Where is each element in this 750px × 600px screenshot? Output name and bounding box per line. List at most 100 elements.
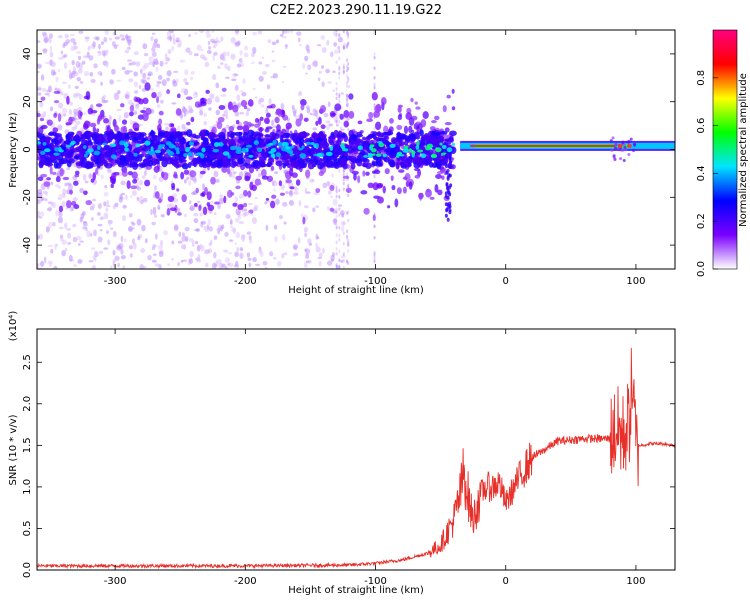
spectrogram-cell [171, 257, 174, 261]
spectrogram-cell [163, 230, 169, 236]
spectrogram-cell [293, 245, 298, 251]
spectrogram-cell [395, 162, 400, 170]
spectrogram-cell [347, 66, 350, 71]
spectrogram-cell [619, 157, 623, 161]
spectrogram-cell [73, 155, 78, 160]
spectrogram-cell [191, 176, 197, 182]
spectrogram-cell [136, 140, 145, 144]
spectrogram-cell [71, 147, 80, 153]
spectrogram-cell [48, 85, 53, 93]
spectrogram-cell [342, 45, 345, 50]
spectrogram-cell [162, 172, 169, 181]
spectrogram-cell [131, 190, 137, 196]
spectrogram-cell [338, 120, 341, 124]
spectrogram-cell [338, 49, 341, 54]
spectrogram-cell [194, 229, 200, 232]
spectrogram-cell [330, 131, 335, 138]
spectrogram-cell [48, 262, 52, 267]
spectrogram-cell [347, 210, 350, 215]
spectrogram-cell [230, 105, 235, 110]
spectrogram-cell [111, 148, 116, 153]
spectrogram-cell [158, 118, 163, 126]
spectrogram-cell [265, 63, 270, 68]
spectrogram-cell [270, 154, 276, 158]
spectrogram-cell [93, 229, 97, 237]
spectrogram-cell [325, 120, 331, 124]
x-tick-label: 0 [503, 276, 509, 287]
spectrogram-cell [281, 134, 288, 139]
spectrogram-cell [246, 231, 252, 235]
spectrogram-cell [186, 176, 190, 181]
spectrogram-cell [445, 152, 449, 157]
snr-panel: -300 -200 -100 0 100 0.0 0.5 1.0 1.5 2.0 2.5 Heig… [8, 311, 676, 596]
spectrogram-cell [136, 180, 139, 188]
spectrogram-cell [153, 38, 159, 43]
spectrogram-cell [155, 191, 160, 199]
spectrogram-cell [609, 139, 613, 143]
spectrogram-cell [200, 192, 205, 197]
spectrogram-cell [235, 146, 242, 152]
spectrogram-cell [144, 238, 148, 244]
spectrogram-cell [209, 239, 213, 246]
spectrogram-cell [265, 118, 270, 125]
spectrogram-cell [301, 130, 307, 139]
spectrogram-cell [372, 92, 376, 96]
spectrogram-cell [188, 258, 193, 265]
spectrogram-cell [130, 185, 137, 190]
spectrogram-cell [436, 171, 444, 175]
spectrogram-cell [181, 244, 185, 250]
spectrogram-cell [335, 81, 338, 86]
spectrogram-cell [152, 138, 158, 146]
y-tick-label: 2.5 [22, 354, 33, 370]
spectrogram-cell [350, 162, 356, 170]
spectrogram-cell [180, 88, 186, 93]
spectrogram-cell [291, 105, 295, 111]
spectrogram-cell [58, 102, 64, 109]
spectrogram-cell [234, 242, 238, 245]
spectrogram-cell [357, 145, 363, 151]
spectrogram-cell [448, 204, 452, 209]
spectrogram-cell [37, 176, 44, 182]
spectrogram-cell [112, 249, 116, 256]
spectrogram-cell [83, 112, 87, 116]
spectrogram-cell [97, 236, 103, 243]
spectrogram-cell [346, 234, 349, 239]
spectrogram-cell [320, 35, 326, 40]
spectrogram-cell [67, 241, 72, 245]
spectrogram-cell [73, 112, 78, 117]
spectrogram-cell [200, 48, 204, 52]
spectrogram-cell [375, 137, 381, 142]
spectrogram-cell [346, 84, 349, 88]
spectrogram-cell [37, 174, 40, 177]
spectrogram-cell [249, 239, 253, 244]
spectrogram-cell [37, 92, 42, 96]
spectrogram-cell [332, 89, 336, 92]
spectrogram-cell [92, 172, 97, 181]
spectrogram-cell [347, 261, 350, 266]
spectrogram-cell [37, 263, 40, 267]
spectrogram-cell [373, 224, 376, 229]
spectrogram-cell [270, 165, 275, 171]
spectrogram-cell [154, 149, 161, 154]
spectrogram-cell [398, 169, 405, 173]
spectrogram-cell [363, 154, 368, 158]
spectrogram-cell [342, 157, 350, 162]
spectrogram-cell [57, 68, 61, 73]
y-tick-label: 2.0 [22, 396, 33, 412]
spectrogram-cell [85, 90, 91, 100]
spectrogram-cell [315, 205, 320, 209]
spectrogram-cell [321, 46, 327, 53]
spectrogram-cell [316, 137, 324, 142]
spectrogram-x-ticks: -300 -200 -100 0 100 [104, 30, 645, 287]
spectrogram-cell [179, 137, 187, 145]
spectrogram-cell [243, 202, 248, 208]
spectrogram-cell [142, 158, 151, 164]
spectrogram-cell [255, 263, 261, 267]
spectrogram-cell [274, 171, 279, 175]
spectrogram-cell [264, 128, 270, 133]
spectrogram-cell [297, 37, 301, 43]
spectrogram-cell [335, 185, 338, 190]
spectrogram-cell [229, 225, 234, 228]
spectrogram-cell [342, 252, 345, 256]
spectrogram-cell [110, 154, 117, 160]
